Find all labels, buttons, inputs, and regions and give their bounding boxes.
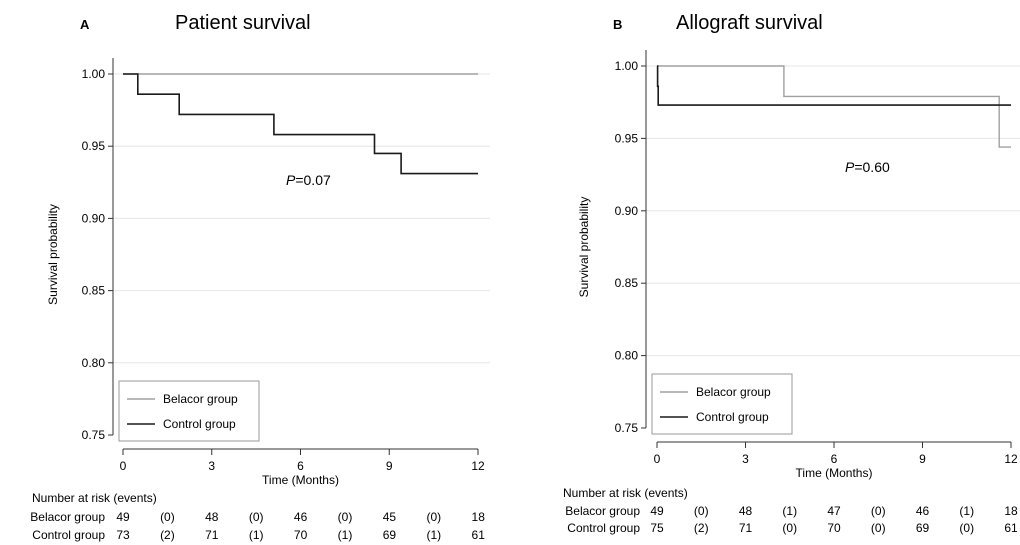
- x-tick-label: 6: [831, 452, 838, 466]
- x-axis-label: Time (Months): [796, 466, 873, 480]
- x-tick-label: 9: [386, 459, 393, 473]
- risk-cell: 47: [827, 504, 841, 518]
- risk-cell: 61: [1004, 521, 1018, 535]
- y-tick-label: 0.75: [82, 428, 106, 442]
- risk-cell: 69: [383, 528, 397, 542]
- risk-table-header: Number at risk (events): [32, 491, 157, 505]
- panel-b: B Allograft survival 0.75 0.80 0.85 0.90 0.95 1…: [563, 12, 1020, 535]
- risk-cell: (0): [338, 510, 353, 524]
- risk-cell: 48: [205, 510, 219, 524]
- risk-row-label: Control group: [32, 528, 105, 542]
- y-tick-label: 0.80: [82, 356, 106, 370]
- risk-table-header: Number at risk (events): [563, 486, 688, 500]
- legend-label: Belacor group: [696, 385, 771, 399]
- risk-row-label: Control group: [567, 521, 640, 535]
- risk-cell: (0): [871, 521, 886, 535]
- y-tick-label: 0.95: [615, 131, 639, 145]
- x-tick-label: 9: [919, 452, 926, 466]
- x-tick-label: 0: [654, 452, 661, 466]
- y-tick-label: 0.85: [82, 284, 106, 298]
- series-line-control-group: [656, 65, 1011, 106]
- legend-label: Control group: [163, 417, 236, 431]
- y-tick-label: 0.90: [82, 211, 106, 225]
- risk-cell: (1): [782, 504, 797, 518]
- legend-label: Belacor group: [163, 392, 238, 406]
- risk-cell: 18: [1004, 504, 1018, 518]
- risk-cell: 49: [116, 510, 130, 524]
- risk-table: Number at risk (events) Belacor group 49 (0…: [563, 486, 1018, 535]
- y-tick-label: 1.00: [82, 67, 106, 81]
- risk-cell: 48: [739, 504, 753, 518]
- risk-cell: (0): [160, 510, 175, 524]
- p-value-annotation: P=0.07: [286, 172, 331, 188]
- risk-cell: 49: [650, 504, 664, 518]
- risk-cell: (0): [694, 504, 709, 518]
- risk-cell: (0): [782, 521, 797, 535]
- risk-cell: (2): [694, 521, 709, 535]
- risk-cell: 71: [739, 521, 753, 535]
- risk-cell: 73: [116, 528, 130, 542]
- legend-box: [651, 373, 793, 435]
- risk-cell: 45: [383, 510, 397, 524]
- panel-a: A Patient survival 0.75 0.80 0.85 0.90 0.95 1.0…: [30, 12, 490, 542]
- series-line-control-group: [123, 73, 478, 175]
- risk-cell: (1): [426, 528, 441, 542]
- risk-cell: 61: [472, 528, 486, 542]
- risk-cell: (1): [338, 528, 353, 542]
- legend-label: Control group: [696, 410, 769, 424]
- risk-cell: 70: [294, 528, 308, 542]
- risk-cell: (0): [426, 510, 441, 524]
- y-tick-label: 0.85: [615, 276, 639, 290]
- risk-cell: 46: [916, 504, 930, 518]
- risk-cell: (0): [959, 521, 974, 535]
- risk-cell: 70: [827, 521, 841, 535]
- legend-box: [118, 380, 260, 442]
- risk-cell: 46: [294, 510, 308, 524]
- x-tick-label: 3: [208, 459, 215, 473]
- x-axis-label: Time (Months): [262, 473, 339, 487]
- chart-title: Allograft survival: [676, 12, 823, 34]
- risk-cell: (0): [249, 510, 264, 524]
- p-value-annotation: P=0.60: [845, 159, 890, 175]
- legend: Belacor group Control group: [651, 373, 793, 435]
- risk-cell: (1): [959, 504, 974, 518]
- x-tick-label: 3: [742, 452, 749, 466]
- y-axis-label: Survival probability: [46, 204, 60, 305]
- y-tick-label: 0.75: [615, 421, 639, 435]
- risk-cell: 18: [472, 510, 486, 524]
- legend: Belacor group Control group: [118, 380, 260, 442]
- x-tick-label: 12: [471, 459, 485, 473]
- x-tick-label: 6: [297, 459, 304, 473]
- x-tick-label: 12: [1004, 452, 1018, 466]
- risk-table: Number at risk (events) Belacor group 49 (0…: [30, 491, 485, 542]
- y-tick-label: 1.00: [615, 59, 639, 73]
- risk-cell: (2): [160, 528, 175, 542]
- y-axis-label: Survival probability: [577, 197, 591, 298]
- x-tick-label: 0: [120, 459, 127, 473]
- risk-cell: (0): [871, 504, 886, 518]
- chart-title: Patient survival: [175, 12, 311, 34]
- series-line-belacor-group: [657, 65, 1011, 148]
- risk-row-label: Belacor group: [30, 510, 105, 524]
- risk-cell: 71: [205, 528, 219, 542]
- risk-cell: 69: [916, 521, 930, 535]
- y-tick-label: 0.80: [615, 349, 639, 363]
- panel-letter: A: [80, 17, 90, 32]
- risk-cell: (1): [249, 528, 264, 542]
- y-tick-label: 0.95: [82, 139, 106, 153]
- panel-letter: B: [613, 17, 622, 32]
- risk-row-label: Belacor group: [565, 504, 640, 518]
- risk-cell: 75: [650, 521, 664, 535]
- y-tick-label: 0.90: [615, 204, 639, 218]
